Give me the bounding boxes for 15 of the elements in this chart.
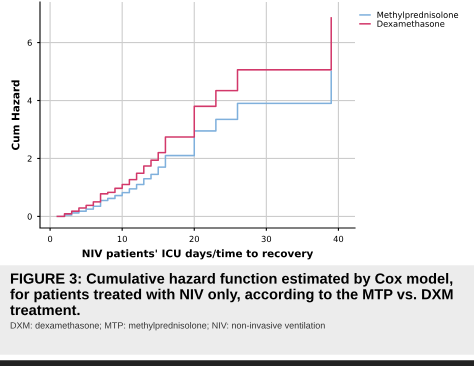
y-axis-title: Cum Hazard	[11, 80, 20, 150]
y-tick-label: 2	[28, 155, 32, 162]
x-tick-label: 10	[118, 236, 127, 242]
x-tick-label: 20	[190, 236, 200, 242]
y-tick-label: 4	[27, 98, 32, 104]
y-tick-label: 0	[28, 213, 32, 220]
x-tick-label: 30	[262, 236, 272, 242]
text: DXM: dexamethasone; MTP: methylprednisolone; NIV: non-invasive ventilation	[10, 322, 325, 330]
x-tick-label: 40	[334, 236, 344, 242]
legend-label: Dexamethasone	[377, 20, 444, 27]
legend-label: Methylprednisolone	[377, 12, 458, 20]
caption: FIGURE 3: Cumulative hazard function estimated by Cox model, for patients treated with NIV only, according to the MTP vs. DXM treatment.	[10, 273, 453, 316]
y-tick-label: 6	[28, 40, 32, 46]
x-axis-title: NIV patients' ICU days/time to recovery	[82, 249, 314, 260]
x-tick-label: 0	[48, 236, 52, 242]
